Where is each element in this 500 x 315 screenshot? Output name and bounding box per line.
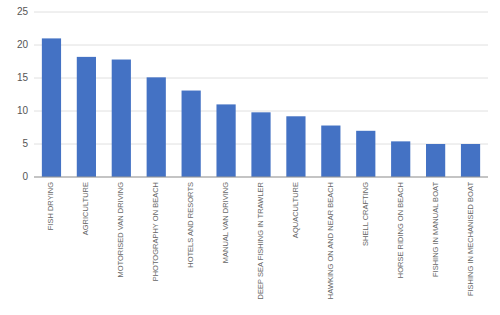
x-tick-label: HOTELS AND RESORTS xyxy=(186,182,195,268)
bar xyxy=(391,141,410,177)
y-tick-label: 15 xyxy=(17,72,29,83)
grid-line xyxy=(34,12,488,13)
bar xyxy=(321,126,340,177)
bar xyxy=(77,57,96,177)
x-tick-label: FISHING IN MECHANISED BOAT xyxy=(466,182,475,296)
x-tick-label: FISH DRYING xyxy=(46,182,55,230)
x-tick-label: PHOTOGRAPHY ON BEACH xyxy=(151,182,160,281)
bar xyxy=(286,116,305,177)
x-tick-label: DEEP SEA FISHING IN TRAWLER xyxy=(256,181,265,299)
y-tick-label: 25 xyxy=(17,6,29,17)
chart-container: 0 5 10 15 20 25 FISH DRYING AGRICULTURE MOTORISE… xyxy=(0,0,500,315)
bar xyxy=(356,131,375,177)
bars xyxy=(42,38,480,177)
y-tick-label: 10 xyxy=(17,105,29,116)
y-axis: 0 5 10 15 20 25 xyxy=(17,6,29,182)
x-tick-label: SHELL CRAFTING xyxy=(361,182,370,246)
y-tick-label: 0 xyxy=(22,171,28,182)
x-tick-label: AQUACULTURE xyxy=(291,182,300,238)
x-tick-label: HAWKING ON AND NEAR BEACH xyxy=(326,182,335,299)
bar xyxy=(147,77,166,177)
grid-line xyxy=(34,111,488,112)
x-axis: FISH DRYING AGRICULTURE MOTORISED VAN DRIV… xyxy=(46,181,474,299)
grid-line xyxy=(34,78,488,79)
bar xyxy=(251,112,270,177)
y-tick-label: 20 xyxy=(17,39,29,50)
y-tick-label: 5 xyxy=(22,138,28,149)
bar xyxy=(461,144,480,177)
x-axis-line xyxy=(34,177,488,178)
bar xyxy=(426,144,445,177)
bar-chart: 0 5 10 15 20 25 FISH DRYING AGRICULTURE MOTORISE… xyxy=(0,0,500,315)
x-tick-label: FISHING IN MANUAL BOAT xyxy=(431,182,440,277)
grid-line xyxy=(34,45,488,46)
bar xyxy=(182,91,201,177)
bar xyxy=(42,38,61,177)
bar xyxy=(216,104,235,177)
grid-line xyxy=(34,177,488,178)
x-tick-label: MANUAL VAN DRIVING xyxy=(221,182,230,263)
y-grid xyxy=(34,12,488,177)
x-tick-label: MOTORISED VAN DRIVING xyxy=(116,182,125,278)
x-tick-label: AGRICULTURE xyxy=(81,182,90,235)
x-tick-label: HORSE RIDING ON BEACH xyxy=(396,182,405,278)
bar xyxy=(112,60,131,177)
